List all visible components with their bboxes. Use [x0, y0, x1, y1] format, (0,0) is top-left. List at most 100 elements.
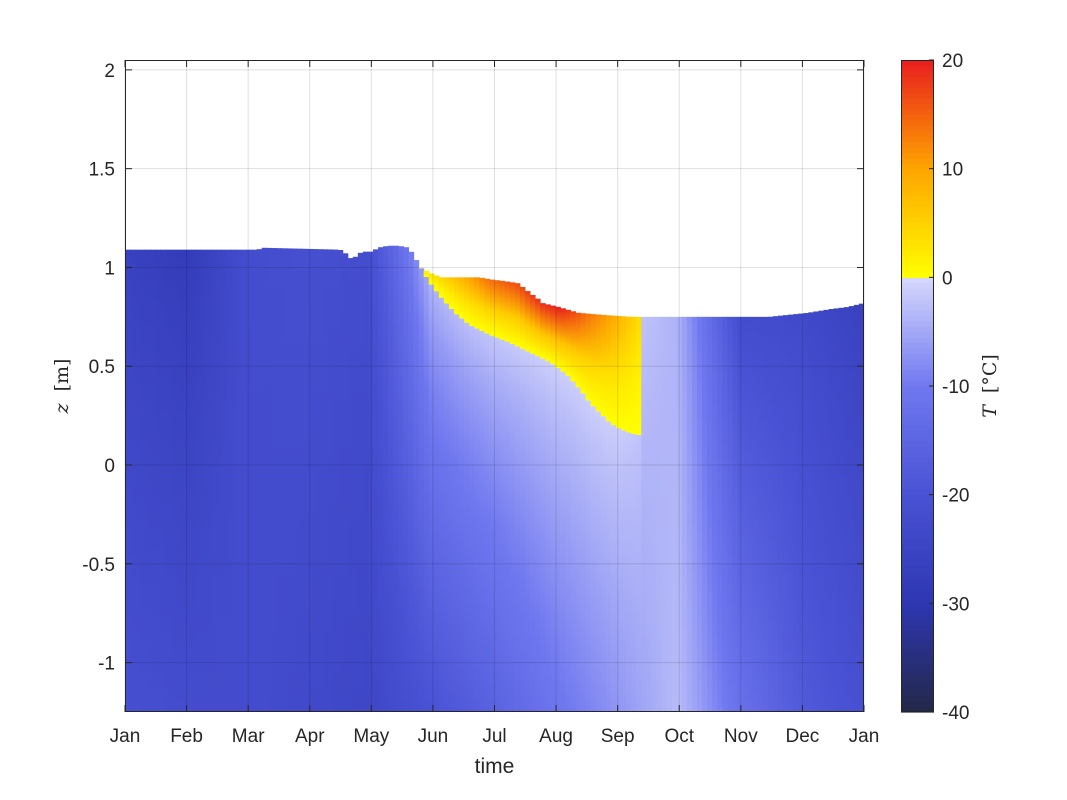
heat-column	[337, 250, 344, 712]
colorbar-swatch	[901, 146, 934, 153]
colorbar-swatch	[901, 478, 934, 485]
melt-column	[494, 280, 501, 338]
melt-column	[560, 308, 566, 372]
x-tick-label: Sep	[601, 726, 635, 747]
heat-column	[373, 249, 379, 712]
heat-column	[150, 249, 156, 712]
heat-column	[626, 432, 632, 712]
x-tick-label: Jan	[110, 726, 141, 747]
colorbar-label: T [°C]	[979, 354, 1001, 418]
colorbar-swatch	[901, 516, 934, 523]
heat-column	[646, 316, 653, 712]
heat-column	[560, 371, 566, 712]
heat-column	[256, 249, 263, 712]
colorbar-swatch	[901, 510, 934, 517]
colorbar: -40 -30 -20 -10 0 10 20	[901, 51, 969, 724]
heat-column	[190, 249, 197, 712]
colorbar-swatch	[901, 168, 934, 175]
heat-column	[160, 249, 167, 712]
colorbar-swatch	[901, 304, 934, 311]
melt-column	[529, 294, 536, 354]
heat-column	[732, 316, 739, 712]
colorbar-swatch	[901, 233, 934, 240]
colorbar-swatch	[901, 500, 934, 507]
colorbar-swatch	[901, 130, 934, 137]
melt-column	[428, 273, 435, 285]
heat-column	[459, 318, 465, 712]
colorbar-label-unit: [°C]	[979, 354, 1001, 393]
heat-column	[737, 316, 744, 712]
heat-column	[494, 337, 501, 712]
heat-column	[808, 312, 814, 712]
heat-column	[266, 247, 273, 712]
colorbar-swatch	[901, 581, 934, 588]
colorbar-tick-label: -40	[942, 703, 969, 724]
colorbar-swatch	[901, 141, 934, 148]
x-tick-label: Jan	[849, 726, 880, 747]
heat-column	[545, 361, 551, 712]
colorbar-swatch	[901, 614, 934, 621]
heat-column	[286, 248, 293, 712]
colorbar-swatch	[901, 125, 934, 132]
heat-column	[362, 251, 369, 712]
colorbar-swatch	[901, 239, 934, 246]
x-tick-label: Feb	[170, 726, 203, 747]
colorbar-swatch	[901, 559, 934, 566]
melt-column	[524, 291, 531, 352]
heat-column	[762, 316, 769, 712]
heat-column	[757, 316, 764, 712]
colorbar-swatch	[901, 429, 934, 436]
x-axis-label: time	[475, 755, 515, 778]
heat-column	[312, 249, 318, 712]
colorbar-swatch	[901, 375, 934, 382]
colorbar-swatch	[901, 543, 934, 550]
colorbar-swatch	[901, 288, 934, 295]
heat-column	[621, 430, 627, 712]
colorbar-swatch	[901, 282, 934, 289]
colorbar-swatch	[901, 549, 934, 556]
heat-column	[843, 307, 850, 712]
colorbar-swatch	[901, 467, 934, 474]
colorbar-swatch	[901, 212, 934, 219]
heat-column	[747, 316, 754, 712]
x-axis: Jan Feb Mar Apr May Jun Jul Aug Sep Oct Nov Dec Jan	[110, 60, 880, 747]
x-tick-label: Jun	[418, 726, 449, 747]
melt-column	[610, 315, 617, 426]
colorbar-swatch	[901, 386, 934, 393]
y-tick-label: -0.5	[82, 555, 115, 576]
colorbar-swatch	[901, 695, 934, 702]
colorbar-swatch	[901, 413, 934, 420]
melt-column	[555, 306, 561, 368]
heat-column	[317, 249, 324, 712]
heat-column	[555, 367, 561, 712]
colorbar-swatch	[901, 538, 934, 545]
colorbar-swatch	[901, 206, 934, 213]
heat-column	[322, 249, 329, 712]
melt-column	[636, 316, 642, 435]
heat-column	[155, 249, 162, 712]
heat-column	[175, 249, 182, 712]
melt-column	[464, 277, 470, 323]
colorbar-swatch	[901, 157, 934, 164]
melt-column	[580, 313, 587, 394]
colorbar-swatch	[901, 489, 934, 496]
heat-column	[833, 308, 840, 712]
melt-column	[514, 283, 521, 347]
y-axis-label-unit: [m]	[51, 359, 73, 392]
heat-column	[428, 284, 435, 712]
heat-column	[281, 248, 288, 712]
colorbar-swatch	[901, 418, 934, 425]
y-tick-label: -1	[98, 654, 115, 675]
colorbar-swatch	[901, 337, 934, 344]
heat-column	[783, 315, 789, 712]
colorbar-swatch	[901, 70, 934, 77]
melt-column	[590, 314, 597, 407]
colorbar-swatch	[901, 358, 934, 365]
grid-lines	[124, 60, 865, 712]
colorbar-swatch	[901, 646, 934, 653]
heat-column	[474, 328, 480, 712]
heat-column	[292, 248, 298, 712]
heat-column	[691, 316, 698, 712]
colorbar-swatch	[901, 424, 934, 431]
y-axis: -1 -0.5 0 0.5 1 1.5 2	[82, 61, 864, 675]
